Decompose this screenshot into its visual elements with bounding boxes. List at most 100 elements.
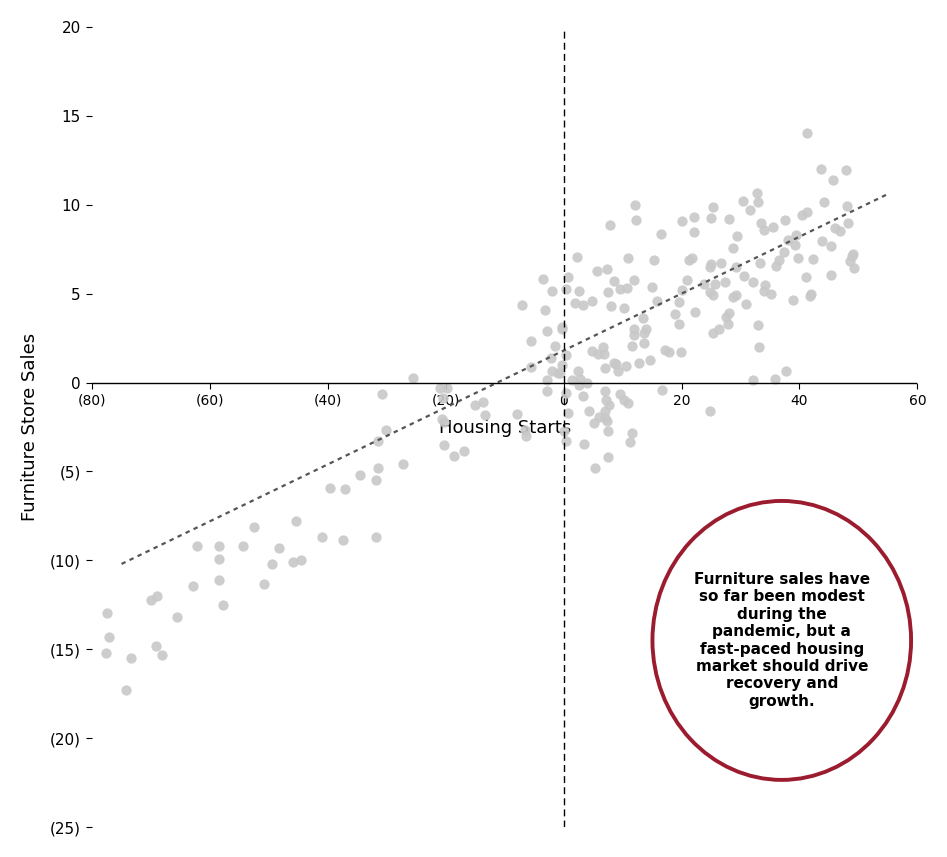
- Point: [559, 349, 574, 363]
- Point: [824, 267, 839, 281]
- Point: [584, 345, 599, 358]
- Point: [688, 304, 703, 318]
- Point: [586, 417, 601, 430]
- Point: [600, 285, 616, 299]
- Point: [647, 253, 662, 267]
- Point: [581, 405, 597, 418]
- Point: [824, 239, 839, 253]
- Point: [754, 216, 769, 230]
- Point: [554, 320, 569, 333]
- Point: [553, 366, 568, 380]
- Point: [149, 589, 164, 602]
- Point: [170, 610, 185, 624]
- Point: [618, 359, 634, 373]
- Point: [592, 410, 607, 423]
- Point: [370, 434, 385, 447]
- Point: [728, 261, 743, 274]
- Point: [246, 520, 261, 534]
- Point: [613, 282, 628, 296]
- Point: [118, 684, 134, 698]
- Point: [435, 412, 450, 426]
- Point: [717, 276, 732, 290]
- Point: [845, 249, 860, 263]
- Point: [606, 356, 621, 369]
- Point: [215, 598, 230, 612]
- Point: [437, 415, 452, 428]
- Point: [588, 461, 603, 475]
- Point: [616, 393, 631, 406]
- Point: [540, 384, 555, 398]
- Point: [758, 279, 773, 292]
- Point: [561, 270, 576, 284]
- Point: [543, 351, 558, 364]
- Point: [803, 287, 818, 301]
- Point: [519, 429, 534, 443]
- Point: [631, 356, 646, 369]
- Point: [609, 357, 624, 370]
- Point: [753, 256, 768, 270]
- Point: [846, 248, 861, 261]
- Point: [627, 322, 642, 336]
- Point: [540, 374, 555, 387]
- Text: Furniture sales have
so far been modest
during the
pandemic, but a
fast-paced ho: Furniture sales have so far been modest …: [694, 572, 870, 709]
- Point: [653, 227, 669, 241]
- Point: [314, 530, 330, 544]
- Point: [745, 274, 760, 288]
- Point: [602, 219, 617, 232]
- Point: [567, 297, 582, 310]
- Point: [799, 206, 814, 219]
- Point: [590, 347, 605, 361]
- Point: [379, 423, 394, 436]
- Point: [622, 435, 637, 449]
- Point: [735, 195, 750, 208]
- Point: [704, 257, 719, 271]
- Point: [211, 552, 226, 566]
- Point: [686, 225, 701, 238]
- Point: [745, 373, 760, 387]
- Point: [436, 392, 451, 405]
- Point: [98, 646, 114, 660]
- Point: [644, 280, 659, 294]
- Point: [598, 404, 613, 417]
- Point: [537, 303, 552, 317]
- Point: [573, 372, 588, 386]
- Point: [524, 360, 539, 374]
- Point: [802, 289, 817, 303]
- Point: [636, 326, 652, 339]
- Point: [742, 203, 757, 217]
- Point: [814, 234, 830, 248]
- Point: [719, 310, 734, 324]
- Point: [545, 364, 560, 378]
- Point: [294, 553, 309, 566]
- Point: [671, 295, 687, 309]
- Point: [706, 288, 721, 302]
- Point: [536, 273, 551, 286]
- Point: [598, 362, 613, 375]
- Point: [603, 299, 618, 313]
- Point: [559, 434, 574, 447]
- Point: [805, 252, 820, 266]
- Point: [756, 285, 771, 298]
- Point: [838, 163, 853, 177]
- Point: [335, 533, 350, 547]
- Point: [144, 593, 159, 607]
- Point: [598, 411, 613, 425]
- Point: [777, 213, 792, 226]
- Point: [616, 301, 632, 315]
- Point: [149, 638, 164, 652]
- Point: [556, 424, 571, 438]
- Point: [697, 278, 712, 291]
- Point: [624, 339, 639, 353]
- Point: [650, 294, 665, 308]
- Point: [737, 269, 752, 283]
- Point: [475, 395, 491, 409]
- Point: [559, 386, 574, 399]
- Point: [725, 291, 741, 304]
- Point: [661, 345, 676, 359]
- Point: [612, 387, 627, 401]
- Point: [572, 378, 587, 392]
- Point: [368, 473, 384, 487]
- Point: [99, 607, 115, 620]
- Point: [635, 311, 651, 325]
- Point: [437, 438, 452, 452]
